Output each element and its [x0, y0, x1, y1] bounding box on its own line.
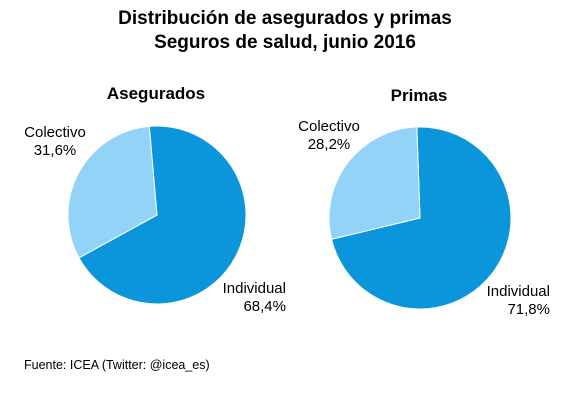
pie1-title: Asegurados [106, 84, 206, 103]
pie1-slice-colectivo [67, 125, 158, 259]
pie2-title: Primas [390, 86, 448, 105]
chart-title-line1: Distribución de asegurados y primas [118, 8, 452, 29]
chart-title-line2: Seguros de salud, junio 2016 [154, 32, 416, 53]
pie2-individual-label: Individual 71,8% [464, 283, 550, 319]
pie1-individual-value: 68,4% [243, 298, 286, 315]
pie2-colectivo-label: Colectivo 28,2% [292, 118, 366, 154]
pie1-colectivo-label: Colectivo 31,6% [20, 124, 90, 160]
pie1-individual-label: Individual 68,4% [200, 280, 286, 316]
pie1-slice-individual [78, 125, 247, 305]
source-note: Fuente: ICEA (Twitter: @icea_es) [24, 358, 210, 372]
pie2-slice-individual [330, 126, 512, 310]
pie1-colectivo-name: Colectivo [24, 124, 86, 141]
pie2-individual-name: Individual [486, 283, 550, 300]
pie2-colectivo-name: Colectivo [298, 118, 360, 135]
pie1-individual-name: Individual [222, 280, 286, 297]
pie2-individual-value: 71,8% [507, 301, 550, 318]
pie2-slice-colectivo [328, 126, 421, 240]
pie2-colectivo-value: 28,2% [307, 136, 351, 153]
pie1-colectivo-value: 31,6% [33, 142, 77, 159]
